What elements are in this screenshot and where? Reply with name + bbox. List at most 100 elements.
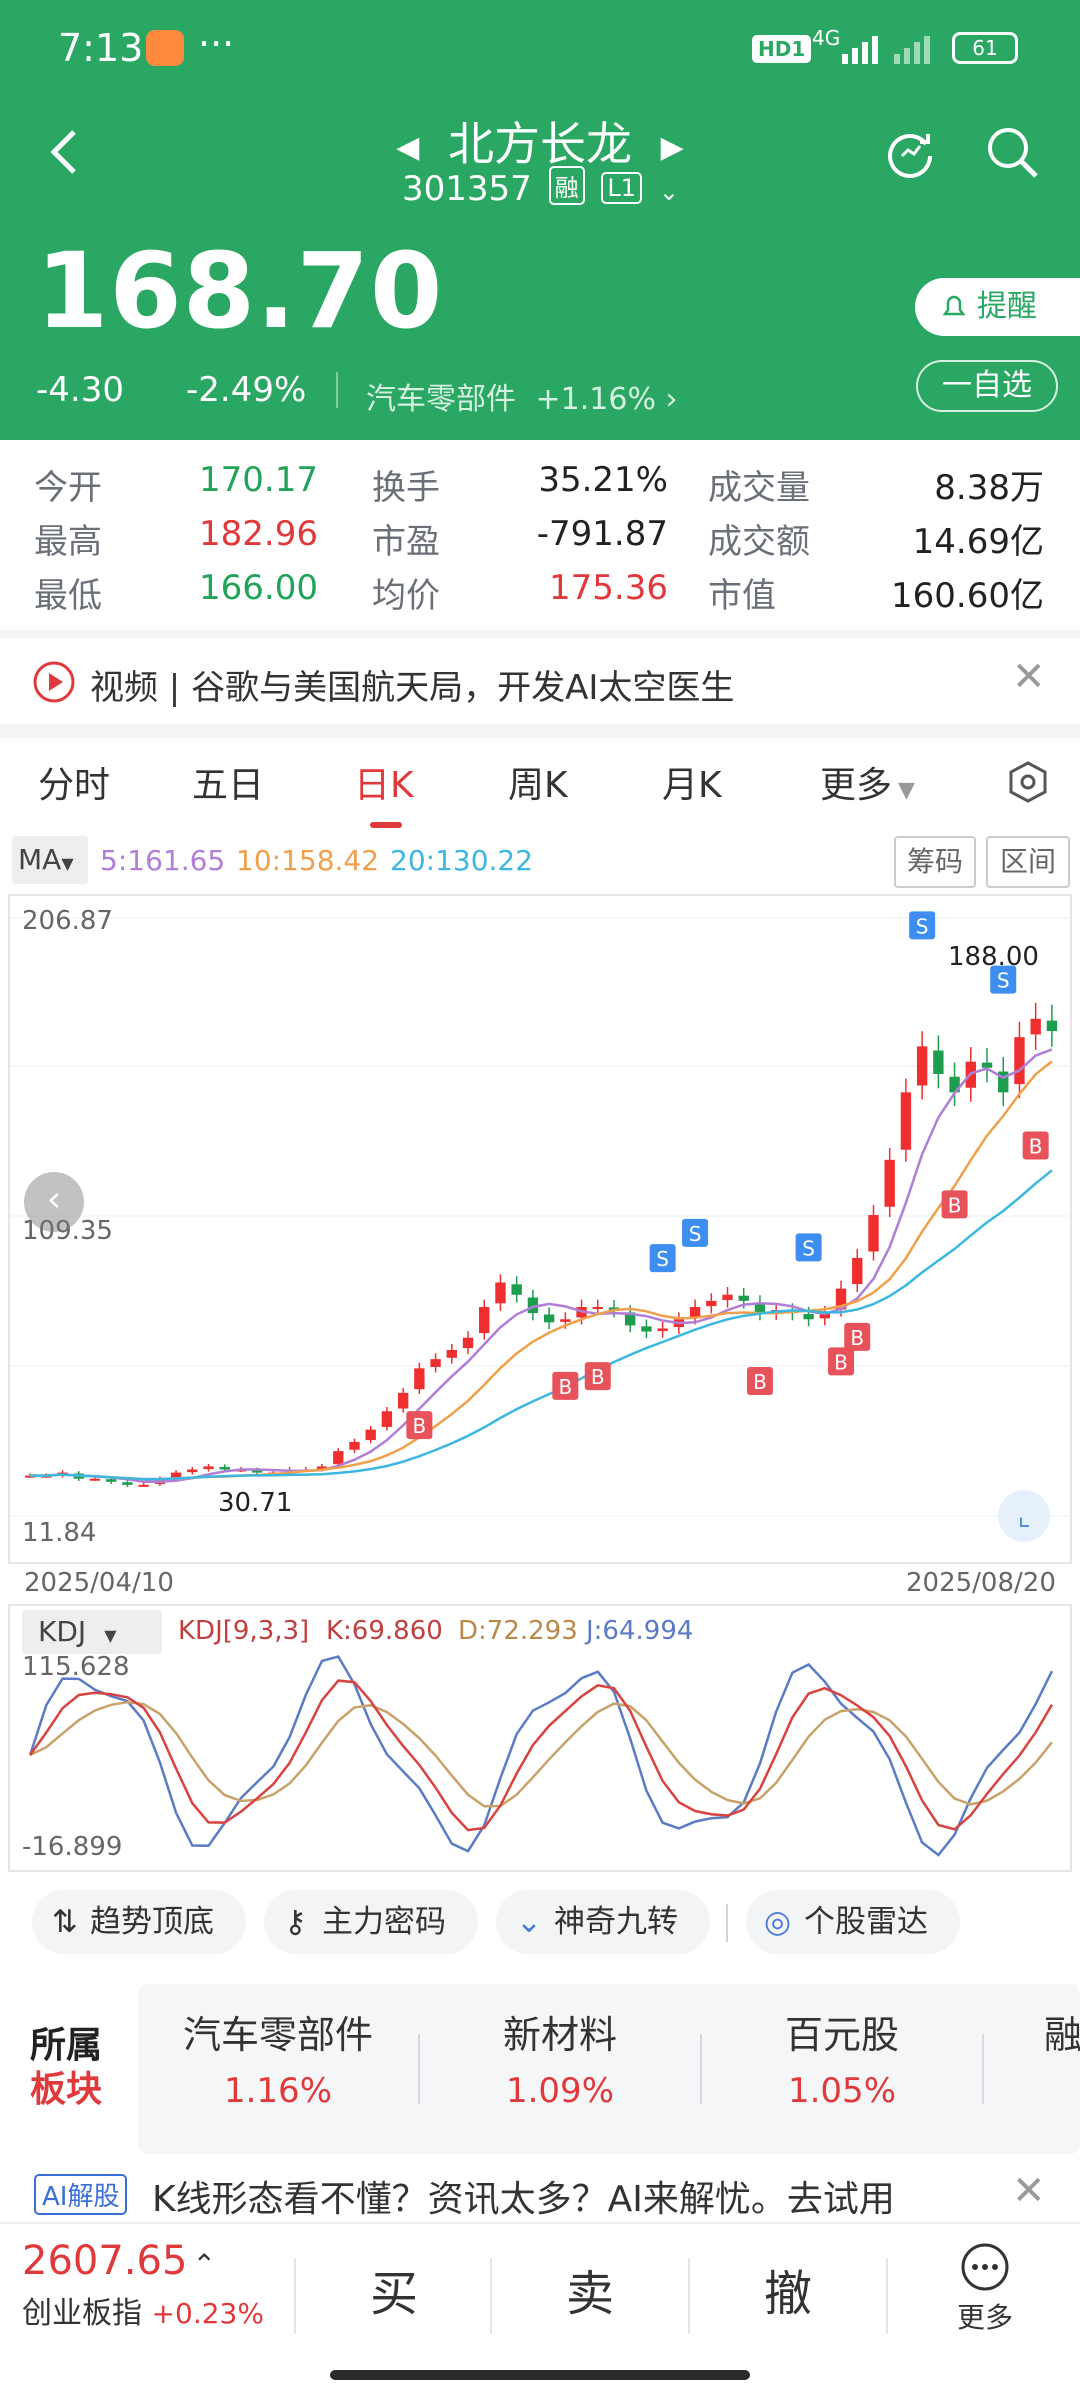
candle bbox=[738, 1295, 749, 1301]
sector-item[interactable]: 新材料 1.09% bbox=[502, 2013, 617, 2111]
candle bbox=[1014, 1037, 1025, 1085]
y-axis-top: 206.87 bbox=[22, 906, 113, 936]
svg-text:B: B bbox=[850, 1326, 864, 1350]
svg-text:B: B bbox=[558, 1375, 572, 1399]
candle bbox=[333, 1451, 344, 1465]
stock-code-row[interactable]: 301357 融 L1 ⌄ bbox=[402, 166, 679, 209]
svg-text:S: S bbox=[916, 914, 929, 938]
trend-top-bottom-button[interactable]: ⇅ 趋势顶底 bbox=[32, 1890, 246, 1954]
svg-text:B: B bbox=[834, 1350, 848, 1374]
magic-nine-button[interactable]: ⌄ 神奇九转 bbox=[496, 1890, 710, 1954]
add-watchlist-button[interactable]: 一自选 bbox=[916, 360, 1058, 412]
quote-label: 最高 bbox=[34, 522, 102, 562]
buy-button[interactable]: 买 bbox=[370, 2266, 419, 2322]
caret-down-icon: ▼ bbox=[61, 854, 74, 873]
quote-label: 市盈 bbox=[372, 522, 440, 562]
y-axis-mid: 109.35 bbox=[22, 1216, 113, 1246]
divider bbox=[418, 2034, 420, 2104]
kdj-d: D:72.293 bbox=[458, 1616, 578, 1646]
chips-button[interactable]: 筹码 bbox=[894, 836, 976, 888]
kdj-k-line bbox=[29, 1679, 1053, 1832]
quote-value: 166.00 bbox=[199, 568, 318, 608]
tab-fenshi[interactable]: 分时 bbox=[38, 765, 111, 806]
key-icon: ⚷ bbox=[284, 1904, 307, 1940]
candle bbox=[527, 1297, 539, 1314]
search-icon[interactable] bbox=[982, 122, 1042, 182]
candle bbox=[981, 1062, 993, 1068]
candle bbox=[592, 1307, 603, 1310]
sector-item[interactable]: 汽车零部件 1.16% bbox=[182, 2013, 373, 2111]
cancel-order-button[interactable]: 撤 bbox=[764, 2266, 813, 2322]
candle bbox=[868, 1215, 879, 1252]
quote-grid: 今开 170.17 换手 35.21% 成交量 8.38万 最高 182.96 市盈 -791.8… bbox=[0, 440, 1080, 630]
candle bbox=[446, 1349, 457, 1358]
refresh-icon[interactable] bbox=[880, 122, 940, 182]
quote-label: 市值 bbox=[708, 576, 776, 616]
x-axis-start: 2025/04/10 bbox=[24, 1568, 174, 1598]
divider bbox=[726, 1904, 728, 1942]
ma-selector[interactable]: MA▼ bbox=[12, 836, 88, 884]
sector-item[interactable]: 融 bbox=[1044, 2013, 1080, 2057]
tab-day-k[interactable]: 日K bbox=[354, 765, 414, 806]
sector-pct: +1.16% bbox=[535, 382, 656, 417]
svg-text:B: B bbox=[412, 1414, 426, 1438]
trend-icon: ⇅ bbox=[52, 1904, 78, 1940]
ai-text: K线形态看不懂？资讯太多？AI来解忧。去试用 bbox=[152, 2179, 895, 2220]
quote-value: 182.96 bbox=[199, 514, 318, 554]
x-axis-end: 2025/08/20 bbox=[906, 1568, 1056, 1598]
prev-stock-icon[interactable]: ◀ bbox=[396, 130, 420, 165]
tab-week-k[interactable]: 周K bbox=[508, 765, 568, 806]
low-marker: 30.71 bbox=[218, 1488, 293, 1518]
candle bbox=[900, 1092, 912, 1150]
divider bbox=[886, 2258, 888, 2334]
range-button[interactable]: 区间 bbox=[986, 836, 1070, 888]
sector-item[interactable]: 百元股 1.05% bbox=[784, 2013, 899, 2111]
candle bbox=[170, 1472, 182, 1478]
sell-signal: S bbox=[909, 911, 936, 940]
more-button[interactable]: 更多 bbox=[950, 2242, 1020, 2336]
sector-list: 汽车零部件 1.16% 新材料 1.09% 百元股 1.05% 融 bbox=[138, 1984, 1080, 2154]
close-icon[interactable]: ✕ bbox=[1012, 2168, 1046, 2214]
gap bbox=[0, 630, 1080, 640]
candle bbox=[754, 1302, 766, 1314]
period-tabs: 分时 五日 日K 周K 月K 更多 ▼ bbox=[0, 738, 1080, 830]
current-price: 168.70 bbox=[36, 230, 444, 352]
fullscreen-icon[interactable]: ⌞ bbox=[998, 1490, 1050, 1542]
candle bbox=[219, 1466, 230, 1470]
svg-text:B: B bbox=[753, 1370, 767, 1394]
active-tab-indicator bbox=[370, 822, 402, 828]
candle bbox=[397, 1392, 409, 1409]
index-ticker[interactable]: 2607.65 ⌃ 创业板指 +0.23% bbox=[22, 2238, 264, 2331]
ai-badge: AI解股 bbox=[34, 2174, 128, 2215]
next-stock-icon[interactable]: ▶ bbox=[660, 130, 684, 165]
kdj-chart[interactable]: KDJ ▼ KDJ[9,3,3] K:69.860 D:72.293 J:64.9… bbox=[8, 1604, 1072, 1872]
header-background bbox=[0, 0, 1080, 440]
bell-icon bbox=[942, 295, 966, 316]
kdj-y-top: 115.628 bbox=[22, 1652, 130, 1682]
candle bbox=[89, 1478, 101, 1481]
main-force-button[interactable]: ⚷ 主力密码 bbox=[264, 1890, 478, 1954]
stock-radar-button[interactable]: ◎ 个股雷达 bbox=[746, 1890, 960, 1954]
settings-hex-icon[interactable] bbox=[1006, 760, 1050, 804]
news-banner[interactable]: 视频 | 谷歌与美国航天局，开发AI太空医生 ✕ bbox=[0, 638, 1080, 724]
back-icon[interactable] bbox=[44, 122, 84, 182]
kdj-j: J:64.994 bbox=[586, 1616, 694, 1646]
close-icon[interactable]: ✕ bbox=[1012, 654, 1046, 700]
tab-month-k[interactable]: 月K bbox=[662, 765, 722, 806]
x-axis-row: 2025/04/10 2025/08/20 bbox=[0, 1564, 1080, 1604]
more-circle-icon bbox=[961, 2243, 1009, 2291]
ma-row: MA▼ 5:161.65 10:158.42 20:130.22 筹码 区间 bbox=[0, 832, 1080, 892]
candle bbox=[414, 1368, 425, 1390]
tab-five-day[interactable]: 五日 bbox=[192, 765, 265, 806]
ai-banner[interactable]: AI解股 K线形态看不懂？资讯太多？AI来解忧。去试用 ✕ bbox=[0, 2168, 1080, 2228]
sell-button[interactable]: 卖 bbox=[566, 2266, 615, 2322]
chart-prev-button[interactable]: ‹ bbox=[24, 1172, 84, 1232]
kdj-selector[interactable]: KDJ ▼ bbox=[22, 1610, 162, 1654]
sector-link[interactable]: 汽车零部件 +1.16% › bbox=[366, 374, 678, 418]
buy-signal: B bbox=[746, 1366, 773, 1395]
home-indicator[interactable] bbox=[330, 2370, 750, 2380]
tab-more[interactable]: 更多 ▼ bbox=[820, 765, 915, 806]
remind-button[interactable]: 提醒 bbox=[915, 278, 1080, 336]
sector-name: 汽车零部件 bbox=[366, 382, 516, 417]
